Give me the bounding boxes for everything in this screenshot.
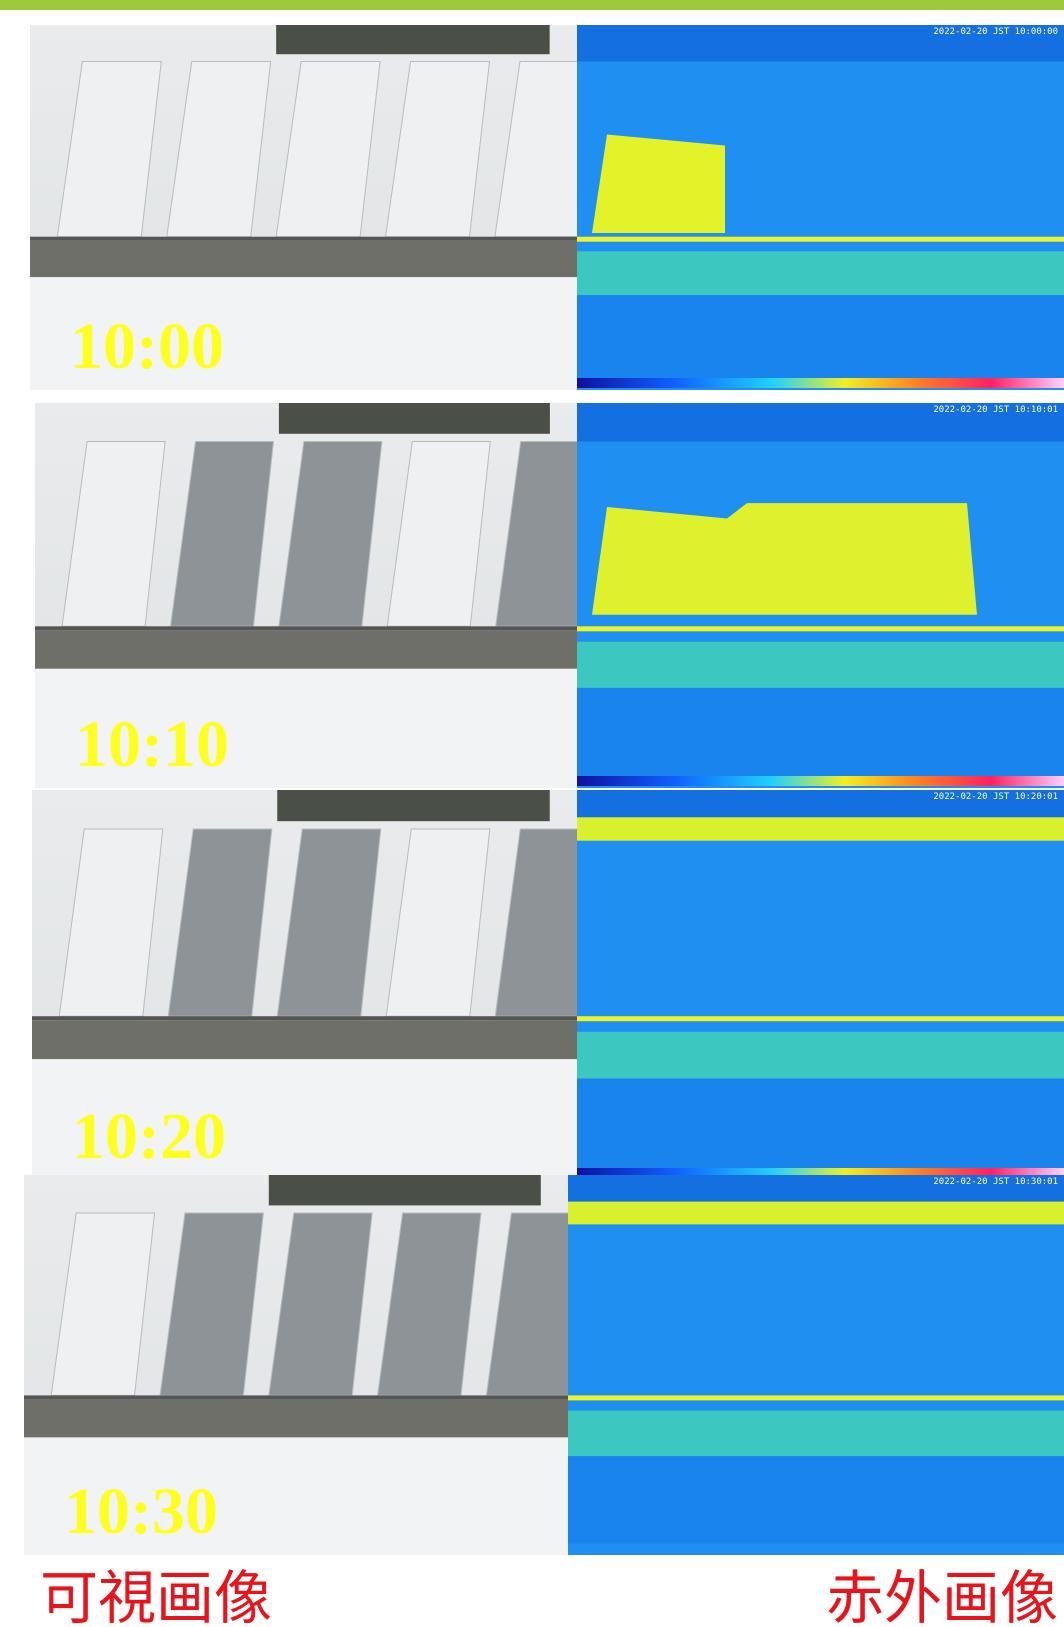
ir-ground bbox=[577, 251, 1064, 295]
ir-ground bbox=[568, 1411, 1064, 1457]
ir-timestamp: 2022-02-20 JST 10:30:01 bbox=[933, 1177, 1058, 1187]
ir-timestamp: 2022-02-20 JST 10:00:00 bbox=[933, 27, 1058, 37]
ir-snow bbox=[577, 688, 1064, 777]
frame bbox=[30, 237, 577, 241]
time-label: 10:20 bbox=[72, 1100, 226, 1173]
frame bbox=[35, 626, 577, 630]
ir-rail bbox=[568, 1395, 1064, 1400]
top-bar bbox=[0, 0, 1064, 10]
ir-hot-panel bbox=[592, 503, 977, 615]
ground bbox=[32, 1020, 577, 1059]
ir-snow bbox=[568, 1456, 1064, 1543]
ir-snow bbox=[577, 295, 1064, 379]
ir-timestamp: 2022-02-20 JST 10:20:01 bbox=[933, 792, 1058, 802]
ground bbox=[30, 241, 577, 278]
ir-rail bbox=[577, 626, 1064, 631]
ir-ground bbox=[577, 642, 1064, 688]
trees bbox=[277, 790, 550, 821]
ir-hot-panel bbox=[592, 135, 725, 234]
trees bbox=[279, 403, 550, 434]
time-label: 10:00 bbox=[70, 310, 224, 383]
infrared-label: 赤外画像 bbox=[826, 1564, 1058, 1627]
ground bbox=[35, 630, 577, 669]
ir-snow bbox=[577, 1079, 1064, 1169]
ir-timestamp: 2022-02-20 JST 10:10:01 bbox=[933, 405, 1058, 415]
color-bar bbox=[577, 378, 1064, 388]
frame bbox=[32, 1016, 577, 1020]
ir-hot-edge bbox=[577, 817, 1064, 840]
trees bbox=[276, 25, 550, 54]
frame bbox=[24, 1395, 568, 1399]
ir-hot-edge bbox=[568, 1202, 1064, 1225]
time-label: 10:10 bbox=[75, 708, 229, 781]
color-bar bbox=[577, 776, 1064, 786]
figure: 可視画像 赤外画像 10:00 2022-02-20 JST 10:00:00 10… bbox=[0, 0, 1064, 1627]
ir-ground bbox=[577, 1032, 1064, 1079]
trees bbox=[269, 1175, 541, 1205]
ir-rail bbox=[577, 237, 1064, 242]
ir-rail bbox=[577, 1016, 1064, 1021]
time-label: 10:30 bbox=[64, 1475, 218, 1548]
ground bbox=[24, 1399, 568, 1437]
visible-label: 可視画像 bbox=[40, 1564, 272, 1627]
